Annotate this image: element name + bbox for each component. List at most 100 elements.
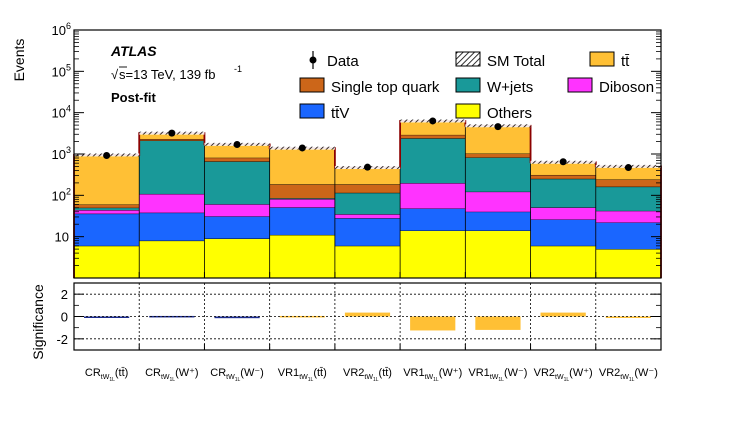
legend-entry-ttbar: tt̄ — [589, 51, 630, 70]
legend-ttv-label: tt̄V — [331, 105, 349, 122]
data-point-0 — [103, 151, 111, 159]
stack-segment-1-bin-8 — [595, 222, 661, 250]
energy-superscript: -1 — [234, 64, 242, 74]
stack-segment-5-bin-5 — [400, 120, 466, 135]
stack-segment-3-bin-4 — [334, 192, 401, 215]
category-label-1: CRtW1L(W⁺) — [145, 367, 199, 383]
data-point-5 — [429, 117, 437, 125]
legend-entry-wjets: W+jets — [455, 77, 533, 96]
legend-wjets-swatch — [455, 77, 481, 93]
significance-bars-layer — [84, 312, 651, 331]
sqrt-symbol: √ — [111, 67, 119, 82]
stack-segment-4-bin-1 — [139, 138, 205, 141]
y-axis-title-significance: Significance — [30, 284, 46, 360]
stack-segment-1-bin-1 — [139, 212, 205, 241]
stack-segment-4-bin-5 — [400, 134, 466, 139]
legend-entry-sm-total: SM Total — [455, 51, 545, 70]
stack-segment-2-bin-3 — [269, 199, 335, 208]
category-label-7: VR2tW1L(W⁺) — [534, 367, 593, 383]
data-points-layer — [103, 117, 632, 172]
category-labels-layer: CRtW1L(tt̄) CRtW1L(W⁺) CRtW1L(W⁻) VR1tW1L(t… — [85, 367, 658, 383]
stack-segment-3-bin-5 — [400, 138, 466, 184]
stack-segment-5-bin-0 — [74, 154, 140, 205]
y-tick-label-5: 10 — [55, 230, 69, 245]
data-point-8 — [624, 164, 632, 172]
significance-bar-5 — [410, 316, 456, 331]
legend-entry-ttv: tt̄V — [299, 103, 349, 122]
stack-segment-2-bin-8 — [595, 210, 661, 223]
significance-bar-0 — [84, 316, 130, 318]
legend-ttv-swatch — [299, 103, 325, 119]
legend-sm-total-swatch — [455, 51, 481, 67]
y-axis-title-events: Events — [11, 39, 27, 82]
stack-segment-3-bin-2 — [204, 161, 270, 205]
legend-entry-others: Others — [455, 103, 532, 122]
stack-segment-5-bin-3 — [269, 148, 335, 185]
legend-entry-diboson: Diboson — [567, 77, 654, 96]
significance-bar-4 — [344, 312, 391, 317]
stack-segment-5-bin-8 — [595, 166, 661, 180]
stack-segment-4-bin-2 — [204, 157, 270, 162]
significance-tick-label-2: -2 — [56, 332, 68, 347]
stack-segment-0-bin-3 — [269, 234, 335, 278]
stack-segment-3-bin-8 — [595, 186, 661, 211]
legend-single-top-swatch — [299, 77, 325, 93]
stack-segment-4-bin-6 — [465, 153, 531, 158]
upper-axes: 106 105 104 103 102 10 — [52, 21, 662, 279]
atlas-label: ATLAS — [110, 43, 157, 59]
y-tick-label-2: 104 — [52, 104, 71, 121]
stack-segment-3-bin-0 — [74, 207, 140, 211]
legend-diboson-swatch — [567, 77, 593, 93]
stack-segment-5-bin-6 — [465, 125, 531, 154]
category-label-2: CRtW1L(W⁻) — [210, 367, 264, 383]
significance-bar-7 — [540, 312, 586, 317]
stack-segment-1-bin-7 — [530, 219, 596, 246]
legend-sm-total-label: SM Total — [487, 53, 545, 70]
legend-single-top-label: Single top quark — [331, 79, 440, 96]
legend-ttbar-swatch — [589, 51, 615, 67]
stack-segment-4-bin-8 — [595, 179, 661, 187]
energy-text: s=13 TeV, 139 fb — [119, 67, 216, 82]
stack-segment-5-bin-7 — [530, 162, 596, 175]
significance-bar-2 — [214, 316, 260, 319]
data-point-7 — [559, 158, 567, 166]
stack-segment-2-bin-6 — [465, 191, 531, 212]
category-label-0: CRtW1L(tt̄) — [85, 367, 128, 383]
data-point-1 — [168, 129, 176, 137]
stack-segment-1-bin-6 — [465, 211, 531, 231]
stack-segment-2-bin-1 — [139, 193, 205, 213]
stack-segment-0-bin-1 — [139, 240, 205, 278]
y-tick-label-0: 106 — [52, 21, 71, 38]
stack-segment-3-bin-3 — [269, 198, 335, 200]
category-label-5: VR1tW1L(W⁺) — [403, 367, 462, 383]
stack-layer — [74, 120, 661, 278]
y-tick-label-1: 105 — [52, 62, 71, 79]
category-label-8: VR2tW1L(W⁻) — [599, 367, 658, 383]
significance-bar-8 — [605, 316, 651, 318]
stack-segment-4-bin-3 — [269, 184, 335, 199]
category-label-3: VR1tW1L(tt̄) — [278, 367, 327, 383]
stack-segment-3-bin-7 — [530, 178, 596, 208]
stack-segment-0-bin-2 — [204, 238, 270, 278]
category-label-4: VR2tW1L(tt̄) — [343, 367, 392, 383]
fit-state-label: Post-fit — [111, 90, 156, 105]
data-point-3 — [298, 144, 306, 152]
stack-segment-2-bin-4 — [334, 214, 401, 219]
stack-segment-5-bin-2 — [204, 144, 270, 158]
stack-segment-3-bin-1 — [139, 140, 205, 194]
stack-segment-0-bin-5 — [400, 230, 466, 278]
stack-segment-3-bin-6 — [465, 157, 531, 192]
stack-segment-1-bin-4 — [334, 218, 401, 246]
legend: Data SM Total tt̄ Single top quark W+jet… — [299, 51, 654, 122]
significance-tick-label-1: 0 — [61, 310, 68, 325]
y-tick-label-3: 103 — [52, 145, 71, 162]
stack-segment-0-bin-0 — [74, 245, 140, 278]
legend-data-marker — [309, 56, 317, 64]
category-label-6: VR1tW1L(W⁻) — [468, 367, 527, 383]
stack-segment-0-bin-6 — [465, 230, 531, 278]
stack-segment-2-bin-7 — [530, 207, 596, 220]
y-tick-label-4: 102 — [52, 186, 71, 203]
stack-segment-4-bin-7 — [530, 174, 596, 179]
stack-segment-4-bin-4 — [334, 184, 401, 193]
stack-segment-1-bin-5 — [400, 208, 466, 231]
